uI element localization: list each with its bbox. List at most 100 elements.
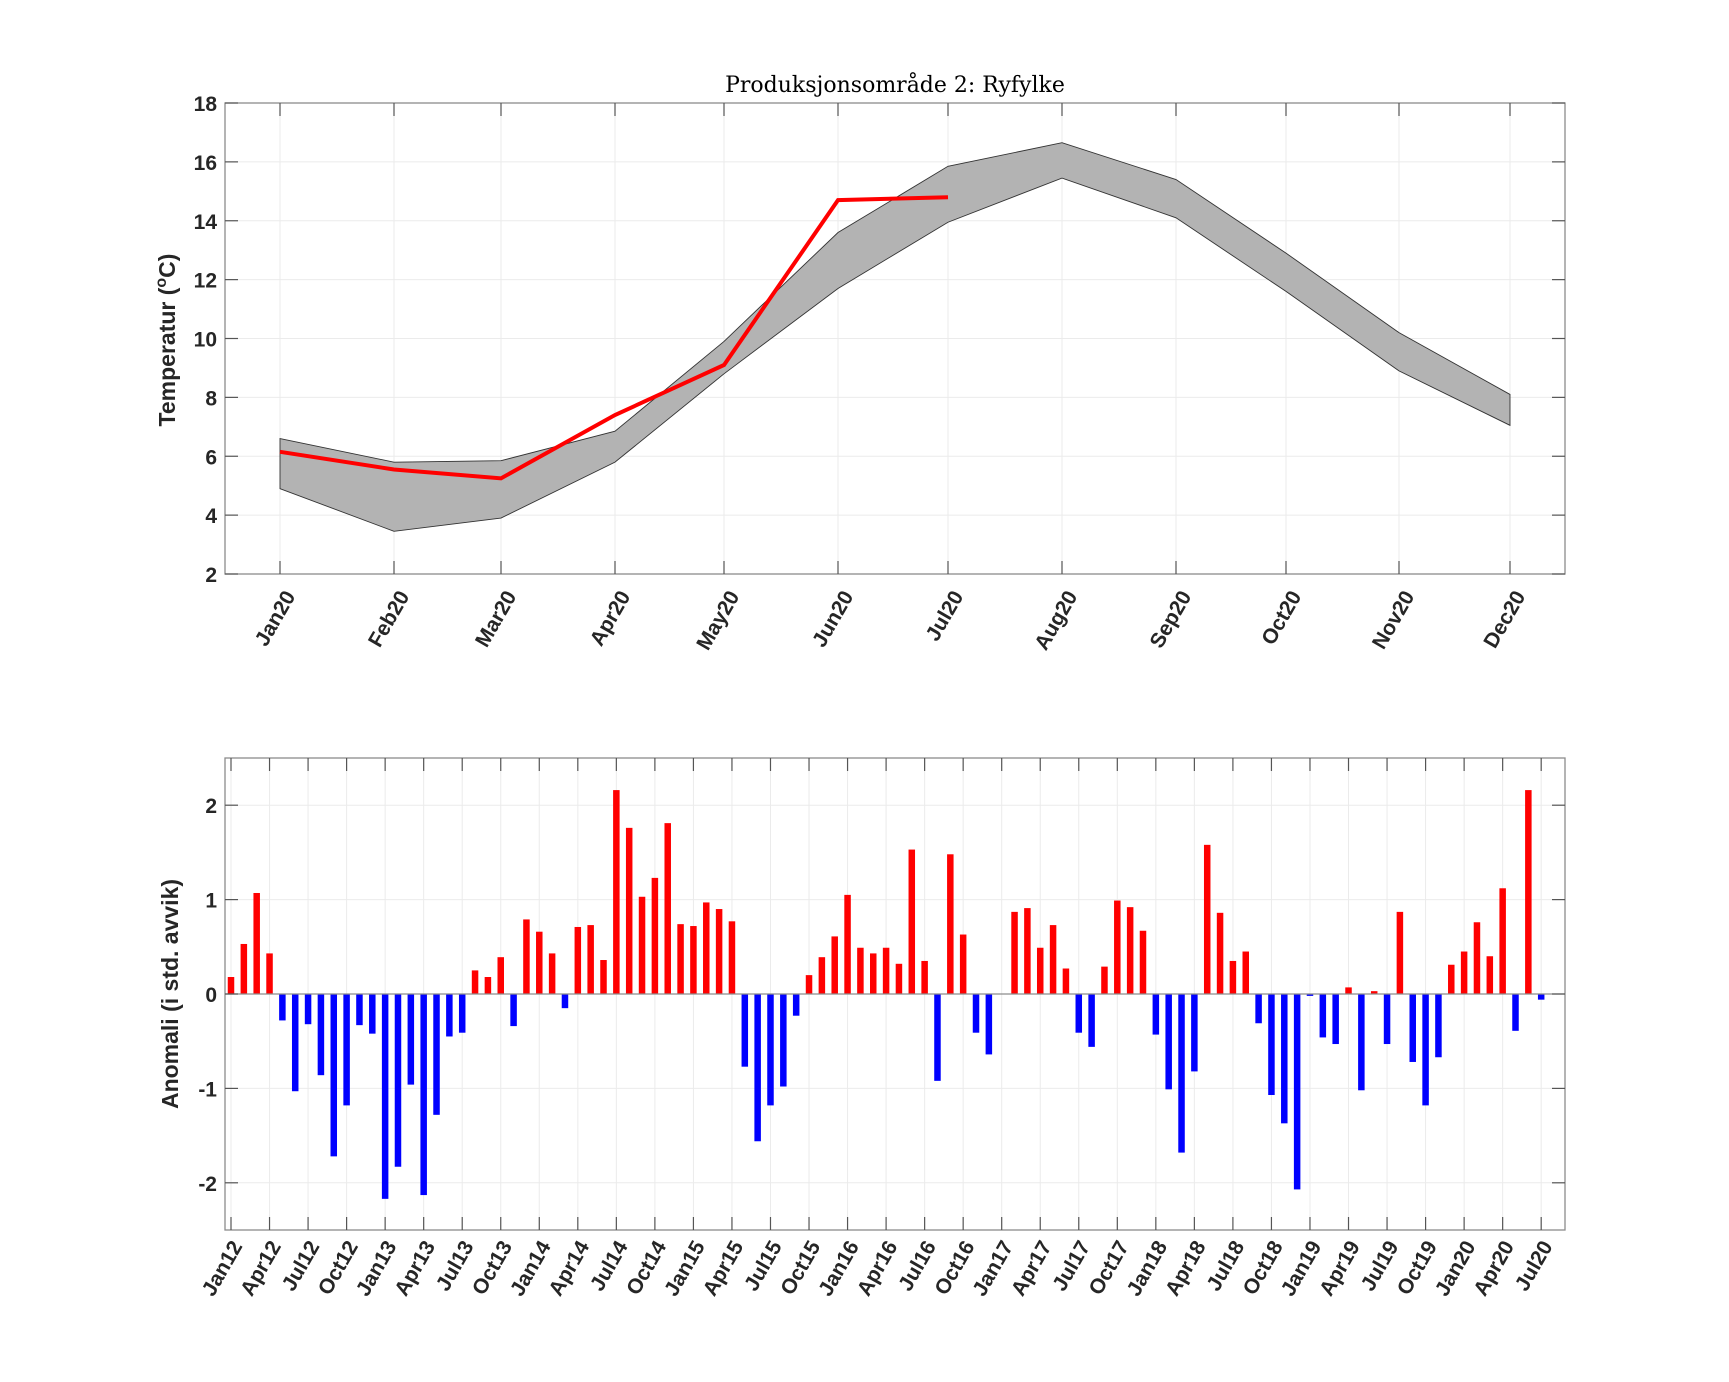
positive-anomaly-bar	[1345, 987, 1352, 994]
y-tick-label: 4	[205, 505, 217, 528]
negative-anomaly-bar	[754, 994, 761, 1142]
x-tick-label: Apr18	[1161, 1237, 1211, 1300]
positive-anomaly-bar	[895, 963, 903, 994]
negative-anomaly-bar	[394, 994, 402, 1167]
temperature-y-axis-label: Temperatur (oC)	[153, 254, 180, 427]
positive-anomaly-bar	[703, 902, 710, 994]
positive-anomaly-bar	[1101, 966, 1108, 994]
positive-anomaly-bar	[484, 977, 492, 994]
x-tick-label: Feb20	[364, 587, 414, 651]
negative-anomaly-bar	[1409, 994, 1416, 1062]
negative-anomaly-bar	[1075, 994, 1083, 1033]
positive-anomaly-bar	[921, 960, 928, 994]
chart-title: Produksjonsområde 2: Ryfylke	[725, 71, 1065, 98]
positive-anomaly-bar	[805, 975, 813, 994]
negative-anomaly-bar	[1332, 994, 1339, 1045]
x-tick-label: Jul20	[922, 587, 969, 645]
x-tick-label: Jun20	[808, 587, 858, 651]
y-tick-label: 8	[205, 387, 217, 410]
positive-anomaly-bar	[677, 924, 684, 994]
positive-anomaly-bar	[1370, 991, 1378, 994]
negative-anomaly-bar	[420, 994, 427, 1196]
negative-anomaly-bar	[369, 994, 376, 1034]
negative-anomaly-bar	[1422, 994, 1429, 1106]
negative-anomaly-bar	[343, 994, 350, 1106]
x-tick-label: Apr15	[699, 1237, 749, 1300]
anomaly-tick-marks	[225, 758, 1565, 1230]
negative-anomaly-bar	[985, 994, 993, 1055]
y-tick-label: 2	[205, 564, 217, 587]
x-tick-label: Apr20	[586, 587, 636, 650]
y-tick-label: 0	[205, 984, 217, 1007]
negative-anomaly-bar	[433, 994, 440, 1115]
positive-anomaly-bar	[253, 892, 260, 994]
negative-anomaly-bar	[304, 994, 312, 1025]
negative-anomaly-bar	[1165, 994, 1172, 1090]
negative-anomaly-bar	[510, 994, 517, 1027]
positive-anomaly-bar	[715, 909, 723, 994]
negative-anomaly-bar	[1152, 994, 1160, 1035]
negative-anomaly-bar	[381, 994, 389, 1199]
y-tick-label: 6	[205, 446, 217, 469]
positive-anomaly-bar	[870, 953, 877, 994]
negative-anomaly-bar	[972, 994, 980, 1033]
negative-anomaly-bar	[741, 994, 749, 1067]
x-tick-label: May20	[692, 587, 744, 654]
y-tick-label: 16	[194, 152, 217, 175]
positive-anomaly-bar	[523, 919, 530, 994]
negative-anomaly-bar	[1088, 994, 1095, 1047]
positive-anomaly-bar	[600, 960, 607, 994]
positive-anomaly-bar	[497, 957, 504, 994]
negative-anomaly-bar	[330, 994, 338, 1157]
positive-anomaly-bar	[1229, 960, 1237, 994]
negative-anomaly-bar	[1268, 994, 1275, 1096]
x-tick-label: Sep20	[1145, 587, 1196, 652]
positive-anomaly-bar	[1139, 930, 1147, 994]
positive-anomaly-bar	[1049, 925, 1057, 994]
temperature-chart: 2 4 6 8 10 12 14 16 18 Jan20 Feb20 Mar20 Apr20 May20…	[153, 71, 1566, 654]
positive-anomaly-bar	[1216, 912, 1224, 994]
positive-anomaly-bar	[1203, 844, 1211, 994]
y-label-before: Temperatur (	[154, 287, 180, 426]
positive-anomaly-bar	[625, 827, 633, 994]
x-tick-label: Aug20	[1030, 587, 1082, 654]
negative-anomaly-bar	[1537, 994, 1545, 1000]
negative-anomaly-bar	[279, 994, 286, 1021]
positive-anomaly-bar	[1448, 964, 1455, 994]
x-tick-label: Mar20	[471, 587, 521, 651]
positive-anomaly-bar	[844, 894, 851, 994]
negative-anomaly-bar	[767, 994, 774, 1106]
positive-anomaly-bar	[690, 926, 697, 994]
negative-anomaly-bar	[1191, 994, 1198, 1072]
positive-anomaly-bar	[857, 947, 864, 994]
positive-anomaly-bar	[1486, 956, 1494, 994]
y-label-after: C)	[154, 254, 180, 278]
temperature-2020-line	[279, 195, 949, 481]
y-tick-label: 18	[194, 93, 218, 116]
negative-anomaly-bar	[1435, 994, 1442, 1058]
positive-anomaly-bar	[587, 925, 594, 994]
positive-anomaly-bar	[1242, 951, 1250, 994]
negative-anomaly-bar	[291, 994, 299, 1092]
normal-range-area	[279, 142, 1511, 532]
anomaly-x-tick-labels: Jan12Apr12Jul12Oct12Jan13Apr13Jul13Oct13…	[198, 1237, 1558, 1300]
anomaly-chart: -2 -1 0 1 2 Jan12Apr12Jul12Oct12Jan13Apr13Ju…	[157, 757, 1566, 1300]
positive-anomaly-bar	[240, 943, 248, 994]
positive-anomaly-bar	[651, 877, 659, 994]
positive-anomaly-bar	[1024, 908, 1031, 994]
negative-anomaly-bar	[446, 994, 453, 1037]
negative-anomaly-bar	[356, 994, 363, 1026]
positive-anomaly-bar	[548, 953, 556, 994]
temperature-x-tick-labels: Jan20 Feb20 Mar20 Apr20 May20 Jun20 Jul20 Aug20…	[251, 587, 1531, 654]
normal-range-band	[279, 142, 1511, 532]
positive-anomaly-bar	[664, 823, 671, 994]
negative-anomaly-bar	[934, 994, 941, 1081]
negative-anomaly-bar	[1281, 994, 1288, 1124]
y-tick-label: 14	[194, 211, 218, 234]
anomaly-bars	[227, 790, 1545, 1199]
y-tick-label: 10	[194, 329, 217, 352]
negative-anomaly-bar	[1255, 994, 1262, 1024]
positive-anomaly-bar	[947, 854, 954, 994]
temperature-grid	[225, 102, 1565, 575]
